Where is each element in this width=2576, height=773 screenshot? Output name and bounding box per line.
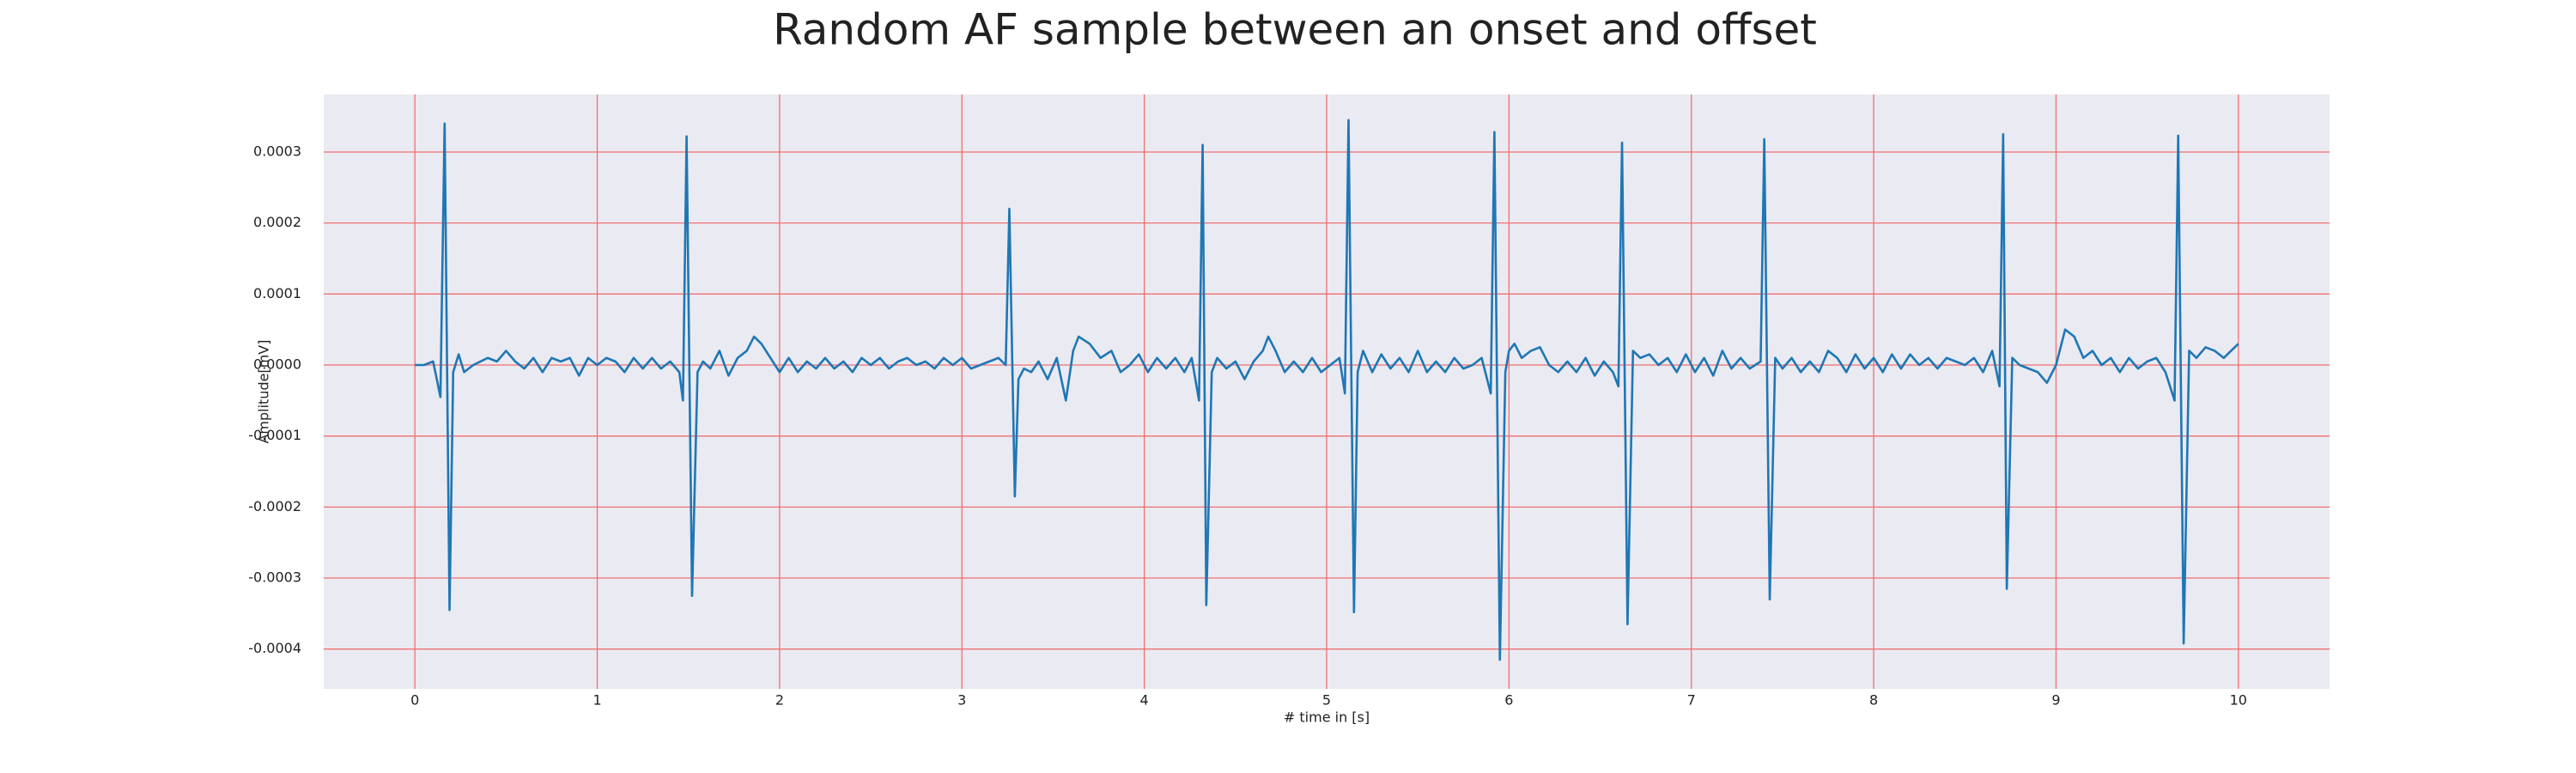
y-tick-label: 0.0003 <box>253 143 301 159</box>
x-axis-label: # time in [s] <box>1284 709 1370 726</box>
x-tick-label: 4 <box>1140 692 1149 709</box>
x-tick-label: 1 <box>592 692 601 709</box>
x-tick-label: 2 <box>775 692 784 709</box>
y-tick-label: -0.0003 <box>248 569 301 586</box>
y-tick-label: -0.0002 <box>248 498 301 514</box>
y-tick-label: 0.0001 <box>253 285 301 301</box>
y-tick-label: 0.0002 <box>253 214 301 230</box>
y-axis-label: Amplitude[mV] <box>256 339 272 443</box>
x-tick-label: 7 <box>1687 692 1696 709</box>
y-tick-label: 0.0000 <box>253 356 301 372</box>
ecg-line <box>415 119 2239 661</box>
x-tick-label: 10 <box>2230 692 2247 709</box>
x-tick-label: 0 <box>410 692 419 709</box>
chart-title: Random AF sample between an onset and of… <box>773 5 1817 55</box>
y-tick-label: -0.0001 <box>248 427 301 443</box>
x-tick-label: 8 <box>1869 692 1878 709</box>
y-tick-label: -0.0004 <box>248 640 301 656</box>
x-tick-label: 3 <box>957 692 966 709</box>
x-tick-label: 6 <box>1504 692 1513 709</box>
x-tick-label: 9 <box>2051 692 2060 709</box>
x-tick-label: 5 <box>1322 692 1331 709</box>
